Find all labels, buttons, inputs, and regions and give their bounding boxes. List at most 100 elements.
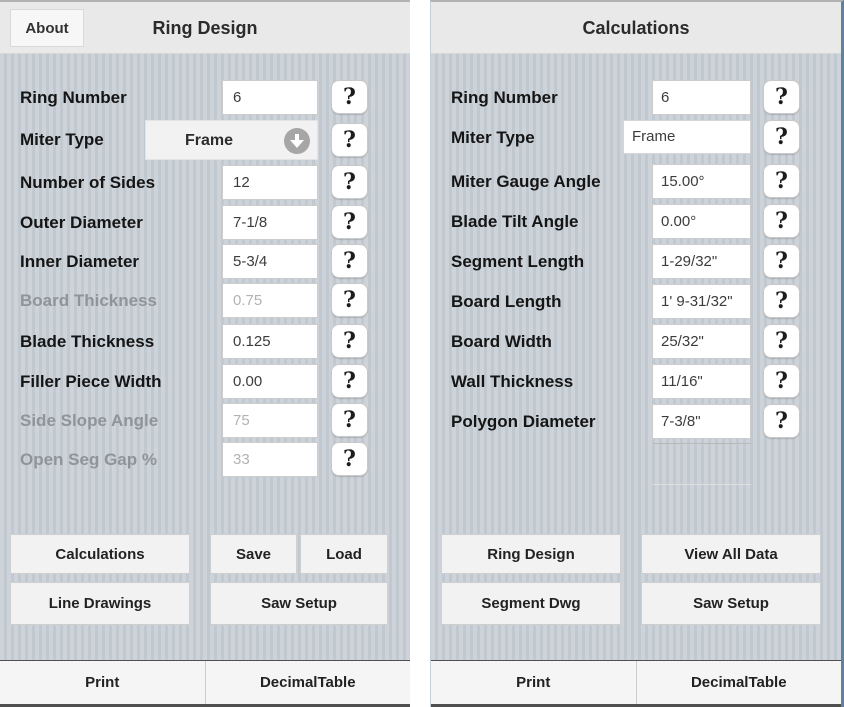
polygon-diameter-value[interactable] — [652, 404, 751, 439]
page-title-calculations: Calculations — [582, 18, 690, 38]
field-row-blade-tilt-angle: Blade Tilt Angle ? — [431, 204, 841, 239]
help-button-miter-type-calc[interactable]: ? — [763, 120, 800, 154]
miter-type-value: Frame — [184, 132, 234, 149]
board-thickness-input — [222, 283, 318, 318]
number-of-sides-label: Number of Sides — [20, 173, 156, 192]
board-thickness-label: Board Thickness — [20, 291, 157, 310]
outer-diameter-label: Outer Diameter — [20, 213, 143, 232]
help-button-outer-diameter[interactable]: ? — [331, 205, 368, 239]
ring-design-form: Ring Number ? Miter Type Frame ? Number … — [0, 54, 410, 660]
filler-piece-width-input[interactable] — [222, 364, 318, 399]
ring-design-panel: Ring Design About Ring Number ? Miter Ty… — [0, 0, 410, 707]
field-row-filler-piece-width: Filler Piece Width ? — [0, 364, 410, 399]
field-row-board-width: Board Width ? — [431, 324, 841, 359]
help-button-polygon-diameter[interactable]: ? — [763, 404, 800, 438]
field-row-inner-diameter: Inner Diameter ? — [0, 244, 410, 279]
miter-type-dropdown[interactable]: Frame — [145, 120, 318, 160]
blade-tilt-angle-value[interactable] — [652, 204, 751, 239]
help-button-board-length[interactable]: ? — [763, 284, 800, 318]
help-button-ring-number[interactable]: ? — [331, 80, 368, 114]
calculations-form: Ring Number ? Miter Type Frame ? Miter G… — [431, 54, 841, 660]
inner-diameter-input[interactable] — [222, 244, 318, 279]
decimal-table-button-right[interactable]: DecimalTable — [635, 661, 842, 704]
field-row-polygon-diameter: Polygon Diameter ? — [431, 404, 841, 439]
board-length-label: Board Length — [451, 292, 562, 311]
help-button-wall-thickness[interactable]: ? — [763, 364, 800, 398]
saw-setup-button-left[interactable]: Saw Setup — [210, 582, 388, 625]
help-button-inner-diameter[interactable]: ? — [331, 244, 368, 278]
polygon-diameter-label: Polygon Diameter — [451, 412, 596, 431]
field-row-ring-number: Ring Number ? — [0, 80, 410, 115]
board-width-value[interactable] — [652, 324, 751, 359]
help-button-blade-tilt-angle[interactable]: ? — [763, 204, 800, 238]
segment-length-label: Segment Length — [451, 252, 585, 271]
view-all-data-button[interactable]: View All Data — [641, 534, 821, 574]
field-row-board-length: Board Length ? — [431, 284, 841, 319]
field-row-outer-diameter: Outer Diameter ? — [0, 205, 410, 240]
wall-thickness-value[interactable] — [652, 364, 751, 399]
blade-thickness-label: Blade Thickness — [20, 332, 155, 351]
decimal-table-button-left[interactable]: DecimalTable — [204, 661, 411, 704]
board-length-value[interactable] — [652, 284, 751, 319]
ring-design-button[interactable]: Ring Design — [441, 534, 621, 574]
help-button-miter-type[interactable]: ? — [331, 123, 368, 157]
field-row-number-of-sides: Number of Sides ? — [0, 165, 410, 200]
miter-gauge-angle-label: Miter Gauge Angle — [451, 172, 601, 191]
about-button[interactable]: About — [10, 9, 84, 47]
load-button[interactable]: Load — [300, 534, 388, 574]
line-drawings-button[interactable]: Line Drawings — [10, 582, 190, 625]
help-button-board-width[interactable]: ? — [763, 324, 800, 358]
print-button-left[interactable]: Print — [85, 674, 120, 691]
help-button-ring-number-calc[interactable]: ? — [763, 80, 800, 114]
inner-diameter-label: Inner Diameter — [20, 252, 140, 271]
miter-type-calc-label: Miter Type — [451, 128, 535, 147]
segment-dwg-button[interactable]: Segment Dwg — [441, 582, 621, 625]
ring-number-calc-value[interactable] — [652, 80, 751, 115]
calculations-panel: Calculations Ring Number ? Miter Type Fr… — [430, 0, 844, 707]
field-row-ring-number-calc: Ring Number ? — [431, 80, 841, 115]
board-width-label: Board Width — [451, 332, 552, 351]
field-row-side-slope-angle: Side Slope Angle ? — [0, 403, 410, 438]
ring-number-input[interactable] — [222, 80, 318, 115]
blade-thickness-input[interactable] — [222, 324, 318, 359]
open-seg-gap-label: Open Seg Gap % — [20, 450, 157, 469]
help-button-board-thickness[interactable]: ? — [331, 283, 368, 317]
help-button-filler-piece-width[interactable]: ? — [331, 364, 368, 398]
open-seg-gap-input — [222, 442, 318, 477]
number-of-sides-input[interactable] — [222, 165, 318, 200]
help-button-open-seg-gap[interactable]: ? — [331, 442, 368, 476]
help-button-number-of-sides[interactable]: ? — [331, 165, 368, 199]
page-title-ring-design: Ring Design — [152, 18, 258, 38]
chevron-down-icon — [284, 128, 310, 154]
ring-design-header: Ring Design About — [0, 2, 410, 54]
segment-length-value[interactable] — [652, 244, 751, 279]
miter-type-calc-value: Frame — [623, 120, 751, 154]
calculations-button[interactable]: Calculations — [10, 534, 190, 574]
miter-type-label: Miter Type — [20, 130, 104, 149]
ring-number-label: Ring Number — [20, 88, 127, 107]
wall-thickness-label: Wall Thickness — [451, 372, 574, 391]
ring-number-calc-label: Ring Number — [451, 88, 558, 107]
side-slope-angle-input — [222, 403, 318, 438]
side-slope-angle-label: Side Slope Angle — [20, 411, 159, 430]
outer-diameter-input[interactable] — [222, 205, 318, 240]
field-row-open-seg-gap: Open Seg Gap % ? — [0, 442, 410, 477]
help-button-segment-length[interactable]: ? — [763, 244, 800, 278]
help-button-side-slope-angle[interactable]: ? — [331, 403, 368, 437]
filler-piece-width-label: Filler Piece Width — [20, 372, 162, 391]
field-row-miter-gauge-angle: Miter Gauge Angle ? — [431, 164, 841, 199]
field-row-miter-type: Miter Type Frame ? — [0, 120, 410, 160]
field-row-wall-thickness: Wall Thickness ? — [431, 364, 841, 399]
divider-line-faint — [653, 484, 751, 485]
print-button-right[interactable]: Print — [516, 674, 551, 691]
saw-setup-button-right[interactable]: Saw Setup — [641, 582, 821, 625]
save-button[interactable]: Save — [210, 534, 297, 574]
help-button-miter-gauge-angle[interactable]: ? — [763, 164, 800, 198]
divider-line — [653, 443, 751, 444]
calculations-footer: Print DecimalTable — [431, 660, 841, 707]
field-row-miter-type-calc: Miter Type Frame ? — [431, 120, 841, 155]
ring-design-footer: Print DecimalTable — [0, 660, 410, 707]
miter-gauge-angle-value[interactable] — [652, 164, 751, 199]
help-button-blade-thickness[interactable]: ? — [331, 324, 368, 358]
